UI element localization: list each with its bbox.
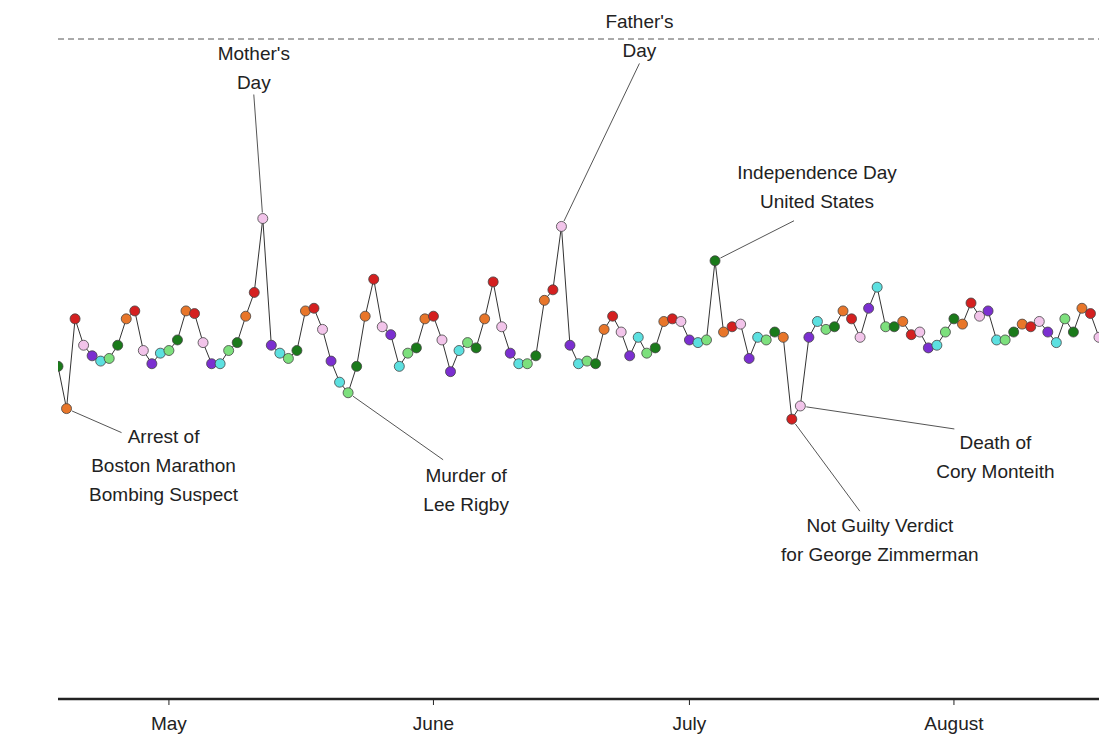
svg-text:Bombing Suspect: Bombing Suspect — [89, 484, 239, 505]
svg-text:Independence Day: Independence Day — [737, 162, 897, 183]
svg-text:Not Guilty Verdict: Not Guilty Verdict — [806, 515, 953, 536]
svg-text:Cory Monteith: Cory Monteith — [936, 461, 1054, 482]
svg-text:June: June — [413, 713, 454, 734]
svg-text:United States: United States — [760, 191, 874, 212]
svg-text:for George Zimmerman: for George Zimmerman — [781, 544, 978, 565]
svg-text:Boston Marathon: Boston Marathon — [91, 455, 236, 476]
svg-text:May: May — [151, 713, 187, 734]
svg-text:Lee Rigby: Lee Rigby — [423, 494, 509, 515]
svg-text:Day: Day — [623, 40, 657, 61]
svg-text:Day: Day — [237, 72, 271, 93]
svg-text:July: July — [673, 713, 707, 734]
svg-text:Mother's: Mother's — [218, 43, 290, 64]
svg-text:August: August — [924, 713, 984, 734]
svg-text:Death of: Death of — [959, 432, 1032, 453]
svg-text:Arrest of: Arrest of — [128, 426, 201, 447]
svg-text:Father's: Father's — [605, 11, 673, 32]
svg-text:Murder of: Murder of — [425, 465, 507, 486]
